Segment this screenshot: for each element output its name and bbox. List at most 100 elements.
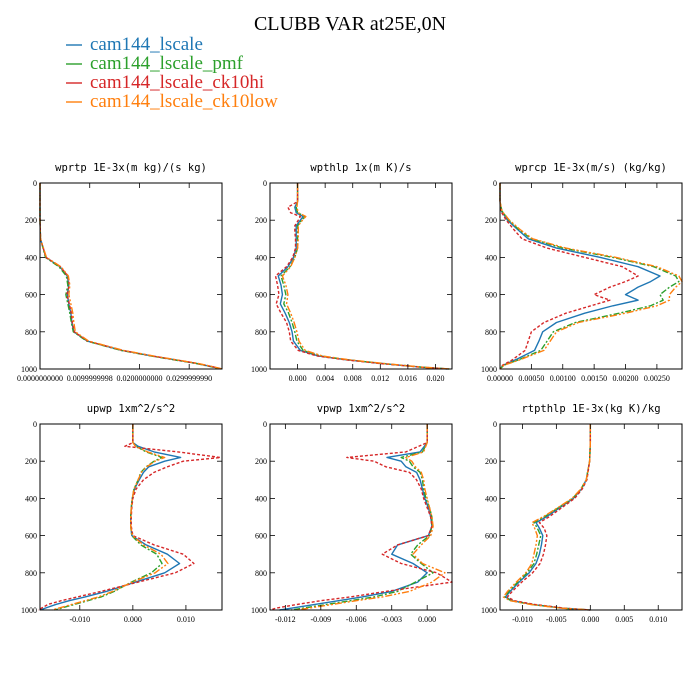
- series-line-4-0: [279, 424, 433, 611]
- x-tick-label-0-2: 0.0200000000: [116, 374, 162, 383]
- y-tick-label-2-1: 200: [485, 216, 497, 225]
- x-tick-label-5-1: -0.005: [546, 615, 567, 624]
- x-tick-label-5-4: 0.010: [649, 615, 667, 624]
- y-tick-label-0-0: 0: [33, 179, 37, 188]
- x-tick-label-0-3: 0.0299999990: [166, 374, 212, 383]
- x-tick-label-3-2: 0.010: [177, 615, 195, 624]
- x-tick-label-4-3: -0.003: [381, 615, 402, 624]
- legend-label-2: cam144_lscale_ck10hi: [90, 72, 264, 93]
- panel-title-2: wprcp 1E-3x(m/s) (kg/kg): [515, 162, 667, 174]
- series-line-2-1: [499, 183, 680, 370]
- y-tick-label-1-1: 200: [255, 216, 267, 225]
- plot-frame-4: [269, 423, 453, 611]
- plot-frame-0: [39, 182, 223, 370]
- panel-title-4: vpwp 1xm^2/s^2: [317, 403, 406, 415]
- x-tick-label-4-1: -0.009: [310, 615, 331, 624]
- figure-title: CLUBB VAR at25E,0N: [254, 13, 446, 35]
- y-tick-label-4-0: 0: [263, 420, 267, 429]
- series-line-4-1: [291, 424, 434, 611]
- series-line-3-2: [38, 424, 222, 611]
- y-tick-label-3-1: 200: [25, 457, 37, 466]
- x-tick-label-2-5: 0.00250: [644, 374, 670, 383]
- series-line-0-0: [39, 183, 223, 370]
- series-line-2-0: [499, 183, 661, 370]
- x-tick-label-1-0: 0.000: [289, 374, 307, 383]
- y-tick-label-4-1: 200: [255, 457, 267, 466]
- x-tick-label-2-2: 0.00100: [550, 374, 576, 383]
- x-tick-label-1-2: 0.008: [344, 374, 362, 383]
- series-line-4-2: [269, 424, 453, 611]
- y-tick-label-0-4: 800: [25, 328, 37, 337]
- x-tick-label-3-1: 0.000: [124, 615, 142, 624]
- y-tick-label-1-2: 400: [255, 253, 267, 262]
- y-tick-label-5-1: 200: [485, 457, 497, 466]
- y-tick-label-1-3: 600: [255, 291, 267, 300]
- panel-0: wprtp 1E-3x(m kg)/(s kg) 0 200 400 600 800 100…: [17, 162, 223, 383]
- y-tick-label-3-4: 800: [25, 569, 37, 578]
- x-tick-label-0-1: 0.0099999998: [67, 374, 113, 383]
- y-tick-label-4-2: 400: [255, 494, 267, 503]
- series-line-1-2: [274, 183, 447, 370]
- series-line-1-3: [281, 183, 451, 370]
- y-tick-label-3-2: 400: [25, 494, 37, 503]
- y-tick-label-3-3: 600: [25, 532, 37, 541]
- x-tick-label-2-3: 0.00150: [581, 374, 607, 383]
- panel-title-3: upwp 1xm^2/s^2: [87, 403, 176, 415]
- series-line-1-0: [277, 183, 448, 370]
- panel-2: wprcp 1E-3x(m/s) (kg/kg) 0 200 400 600 800 100…: [481, 162, 683, 383]
- y-tick-label-0-1: 200: [25, 216, 37, 225]
- x-tick-label-1-4: 0.016: [399, 374, 417, 383]
- y-tick-label-4-5: 1000: [251, 606, 267, 615]
- y-tick-label-5-4: 800: [485, 569, 497, 578]
- panels: wprtp 1E-3x(m kg)/(s kg) 0 200 400 600 800 100…: [17, 162, 683, 624]
- legend: cam144_lscalecam144_lscale_pmfcam144_lsc…: [66, 34, 278, 112]
- series-line-2-2: [499, 183, 639, 370]
- x-tick-label-1-1: 0.004: [316, 374, 334, 383]
- series-line-5-3: [502, 424, 592, 611]
- panel-1: wpthlp 1x(m K)/s 0 200 400 600 800 1000 0.000 0.…: [251, 162, 453, 383]
- series-line-4-3: [297, 424, 446, 611]
- x-tick-label-2-1: 0.00050: [518, 374, 544, 383]
- series-line-5-2: [506, 424, 592, 611]
- x-tick-label-1-3: 0.012: [371, 374, 389, 383]
- y-tick-label-2-3: 600: [485, 291, 497, 300]
- x-tick-label-1-5: 0.020: [426, 374, 444, 383]
- y-tick-label-4-3: 600: [255, 532, 267, 541]
- y-tick-label-1-5: 1000: [251, 365, 267, 374]
- plot-frame-1: [269, 182, 453, 370]
- y-tick-label-3-0: 0: [33, 420, 37, 429]
- panel-4: vpwp 1xm^2/s^2 0 200 400 600 800 1000 -0.012 -0.…: [251, 403, 453, 624]
- x-tick-label-2-0: 0.00000: [487, 374, 513, 383]
- y-tick-label-5-2: 400: [485, 494, 497, 503]
- x-tick-label-0-0: 0.0000000000: [17, 374, 63, 383]
- x-tick-label-2-4: 0.00200: [613, 374, 639, 383]
- y-tick-label-0-3: 600: [25, 291, 37, 300]
- y-tick-label-1-4: 800: [255, 328, 267, 337]
- y-tick-label-0-2: 400: [25, 253, 37, 262]
- series-line-1-1: [280, 183, 450, 370]
- y-tick-label-3-5: 1000: [21, 606, 37, 615]
- y-tick-label-5-0: 0: [493, 420, 497, 429]
- plot-frame-3: [39, 423, 223, 611]
- y-tick-label-5-5: 1000: [481, 606, 497, 615]
- x-tick-label-4-0: -0.012: [275, 615, 296, 624]
- y-tick-label-2-5: 1000: [481, 365, 497, 374]
- plot-frame-5: [499, 423, 683, 611]
- x-tick-label-5-3: 0.005: [615, 615, 633, 624]
- legend-label-3: cam144_lscale_ck10low: [90, 91, 278, 112]
- y-tick-label-5-3: 600: [485, 532, 497, 541]
- series-line-3-0: [39, 424, 182, 611]
- x-tick-label-4-4: 0.000: [418, 615, 436, 624]
- legend-label-1: cam144_lscale_pmf: [90, 53, 244, 74]
- panel-title-5: rtpthlp 1E-3x(kg K)/kg: [521, 403, 660, 415]
- y-tick-label-2-4: 800: [485, 328, 497, 337]
- legend-label-0: cam144_lscale: [90, 34, 203, 55]
- series-line-0-3: [39, 183, 223, 370]
- x-tick-label-5-2: 0.000: [581, 615, 599, 624]
- x-tick-label-5-0: -0.010: [512, 615, 533, 624]
- series-line-2-3: [499, 183, 683, 370]
- panel-3: upwp 1xm^2/s^2 0 200 400 600 800 1000 -0.010 0.0…: [21, 403, 223, 624]
- x-tick-label-4-2: -0.006: [346, 615, 367, 624]
- series-line-3-1: [54, 424, 163, 611]
